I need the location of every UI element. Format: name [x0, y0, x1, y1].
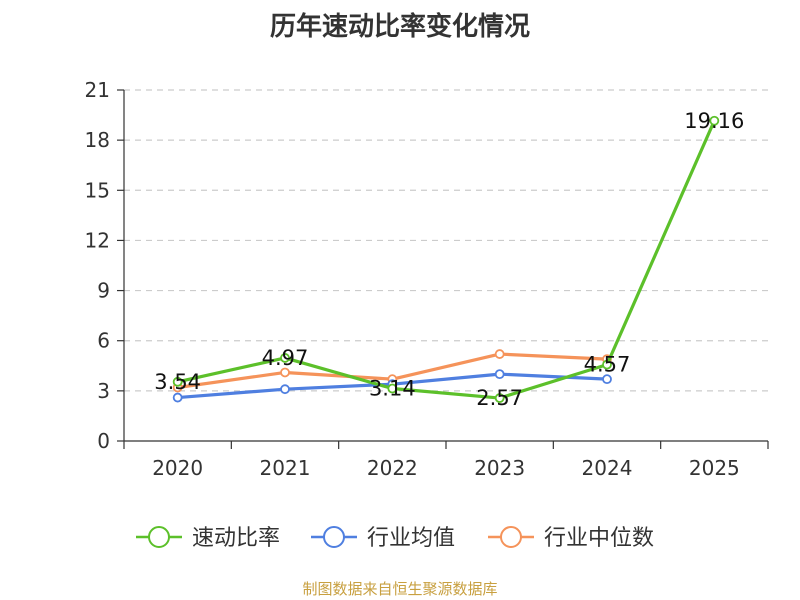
data-point-s2-2023: [494, 349, 505, 359]
y-tick-label-15: 15: [85, 178, 110, 202]
data-point-s0-2023: [494, 393, 505, 403]
y-tick-label-3: 3: [97, 379, 110, 403]
legend-label-2[interactable]: 行业中位数: [544, 526, 654, 551]
source-note: 制图数据来自恒生聚源数据库: [302, 580, 498, 598]
data-point-s0-2020: [172, 376, 183, 387]
data-label-2022: 3.14: [369, 377, 416, 401]
data-point-s0-2024: [602, 359, 612, 370]
data-point-s1-2021: [280, 384, 290, 395]
data-labels: 3.54 4.97 3.14 2.57 4.57 19.16: [154, 109, 744, 410]
legend[interactable]: 速动比率 行业均值 行业中位数: [136, 526, 654, 551]
x-tick-label-2022: 2022: [367, 456, 418, 480]
data-label-2024: 4.57: [584, 353, 631, 377]
legend-label-0[interactable]: 速动比率: [192, 526, 280, 551]
x-tick-label-2020: 2020: [152, 456, 203, 480]
x-tick-label-2021: 2021: [260, 456, 311, 480]
data-point-s0-2025: [709, 115, 720, 126]
data-point-s0-2021: [280, 353, 290, 363]
legend-marker-0[interactable]: [148, 526, 170, 548]
series-lines: [172, 115, 720, 403]
grid-lines: [124, 89, 768, 392]
data-point-s1-2023: [494, 369, 505, 380]
y-tick-label-9: 9: [97, 279, 110, 303]
y-tick-label-6: 6: [97, 329, 110, 353]
data-point-s1-2024: [602, 374, 612, 385]
data-point-s0-2022: [387, 383, 398, 394]
data-point-s1-2020: [172, 392, 183, 403]
y-tick-label-12: 12: [85, 228, 110, 252]
x-tick-label-2025: 2025: [689, 456, 740, 480]
data-label-2025: 19.16: [684, 109, 744, 133]
chart-title: 历年速动比率变化情况: [269, 12, 530, 42]
axes: 0 3 6 9 12 15 18 21 2020 2021 2022 2023 2024 2025: [85, 78, 769, 480]
legend-marker-1[interactable]: [323, 526, 345, 548]
y-tick-label-18: 18: [85, 128, 110, 152]
y-tick-label-21: 21: [85, 78, 110, 102]
x-tick-label-2024: 2024: [582, 456, 633, 480]
x-tick-label-2023: 2023: [474, 456, 525, 480]
data-label-2020: 3.54: [154, 370, 201, 394]
data-point-s2-2021: [280, 367, 290, 378]
data-label-2021: 4.97: [262, 346, 309, 370]
legend-label-1[interactable]: 行业均值: [367, 526, 455, 551]
y-tick-label-0: 0: [97, 429, 110, 453]
series-line-0: [177, 120, 716, 400]
data-label-2023: 2.57: [476, 386, 523, 410]
legend-marker-2[interactable]: [500, 526, 522, 548]
